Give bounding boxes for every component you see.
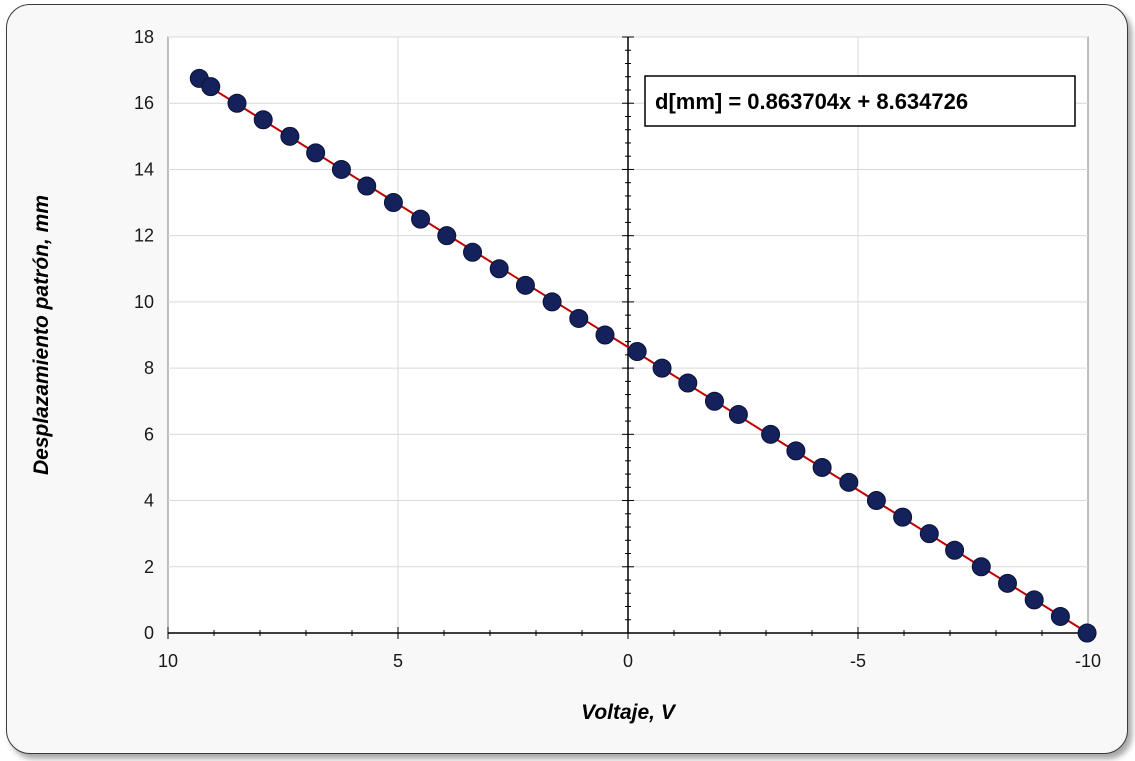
y-tick-label: 6 <box>144 424 154 444</box>
data-point <box>812 457 832 477</box>
data-point <box>761 424 781 444</box>
data-point <box>839 472 859 492</box>
data-point <box>253 110 273 130</box>
y-tick-label: 14 <box>134 159 154 179</box>
data-point <box>893 507 913 527</box>
equation-text: d[mm] = 0.863704x + 8.634726 <box>655 89 968 114</box>
data-point <box>1077 623 1097 643</box>
x-tick-label: 10 <box>158 651 178 671</box>
y-axis-title: Desplazamiento patrón, mm <box>30 195 53 475</box>
data-point <box>595 325 615 345</box>
y-tick-label: 8 <box>144 358 154 378</box>
y-tick-label: 18 <box>134 27 154 47</box>
data-points <box>189 68 1097 643</box>
data-point <box>201 77 221 97</box>
data-point <box>971 557 991 577</box>
data-point <box>728 404 748 424</box>
data-point <box>542 292 562 312</box>
data-point <box>786 441 806 461</box>
data-point <box>306 143 326 163</box>
y-tick-label: 10 <box>134 292 154 312</box>
data-point <box>627 342 647 362</box>
data-point <box>1024 590 1044 610</box>
data-point <box>227 93 247 113</box>
data-point <box>437 226 457 246</box>
y-tick-label: 0 <box>144 623 154 643</box>
equation-annotation: d[mm] = 0.863704x + 8.634726 <box>644 75 1076 127</box>
data-point <box>489 259 509 279</box>
x-tick-label: 0 <box>623 651 633 671</box>
x-axis-title: Voltaje, V <box>581 701 677 724</box>
data-point <box>357 176 377 196</box>
data-point <box>463 242 483 262</box>
y-tick-label: 12 <box>134 226 154 246</box>
tick-labels: 0 2 4 6 8 10 12 14 16 18 10 5 0 -5 -10 <box>134 27 1101 671</box>
data-point <box>919 524 939 544</box>
x-tick-label: -10 <box>1075 651 1101 671</box>
data-point <box>704 391 724 411</box>
equation-box <box>644 75 1076 127</box>
data-point <box>383 193 403 213</box>
data-point <box>678 373 698 393</box>
data-point <box>652 358 672 378</box>
data-point <box>998 573 1017 593</box>
data-point <box>569 308 589 328</box>
y-tick-label: 16 <box>134 93 154 113</box>
data-point <box>866 491 886 511</box>
data-point <box>280 126 300 146</box>
x-tick-label: -5 <box>850 651 866 671</box>
data-point <box>945 540 965 560</box>
data-point <box>515 275 535 295</box>
x-tick-label: 5 <box>393 651 403 671</box>
axes <box>167 36 1089 639</box>
y-tick-label: 2 <box>144 557 154 577</box>
data-point <box>1050 606 1070 626</box>
y-tick-label: 4 <box>144 491 154 511</box>
data-point <box>411 209 431 229</box>
data-point <box>331 159 351 179</box>
